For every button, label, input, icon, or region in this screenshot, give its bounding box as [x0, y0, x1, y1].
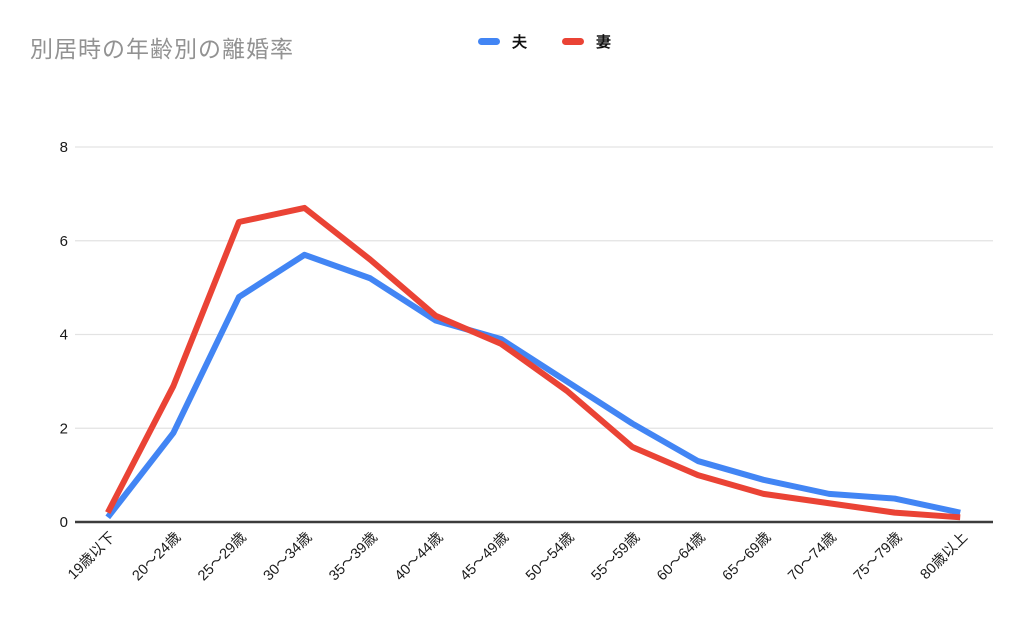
husband-series-line — [105, 251, 961, 520]
chart-title: 別居時の年齢別の離婚率 — [30, 36, 294, 62]
x-axis-category-label: 65〜69歳 — [719, 529, 774, 584]
wife-series-line — [105, 204, 961, 521]
x-axis-category-label: 80歳以上 — [917, 529, 971, 583]
husband-series-swatch-icon — [478, 37, 500, 45]
x-axis-category-label: 20〜24歳 — [129, 529, 184, 584]
x-axis-category-label: 70〜74歳 — [785, 529, 840, 584]
legend-label-husband: 夫 — [512, 33, 528, 51]
x-axis-category-label: 19歳以下 — [64, 529, 118, 583]
x-axis-category-label: 45〜49歳 — [457, 529, 512, 584]
wife-series-swatch-icon — [562, 37, 585, 45]
legend-item-husband: 夫 — [478, 31, 527, 52]
y-axis-tick-label: 0 — [60, 514, 68, 531]
chart-legend: 夫 妻 — [478, 31, 611, 52]
x-axis-category-label: 75〜79歳 — [850, 529, 905, 584]
y-axis-tick-label: 4 — [60, 327, 68, 344]
x-axis-category-label: 25〜29歳 — [194, 529, 249, 584]
x-axis-category-label: 55〜59歳 — [588, 529, 643, 584]
x-axis-category-label: 40〜44歳 — [391, 529, 446, 584]
y-axis-tick-label: 8 — [60, 139, 68, 156]
legend-label-wife: 妻 — [596, 33, 612, 51]
x-axis-category-label: 30〜34歳 — [260, 529, 315, 584]
x-axis-category-label: 60〜64歳 — [653, 529, 708, 584]
x-axis-category-label: 50〜54歳 — [522, 529, 577, 584]
legend-item-wife: 妻 — [562, 31, 611, 52]
y-axis-tick-label: 6 — [60, 233, 68, 250]
y-axis-tick-label: 2 — [60, 420, 68, 437]
x-axis-category-label: 35〜39歳 — [326, 529, 381, 584]
